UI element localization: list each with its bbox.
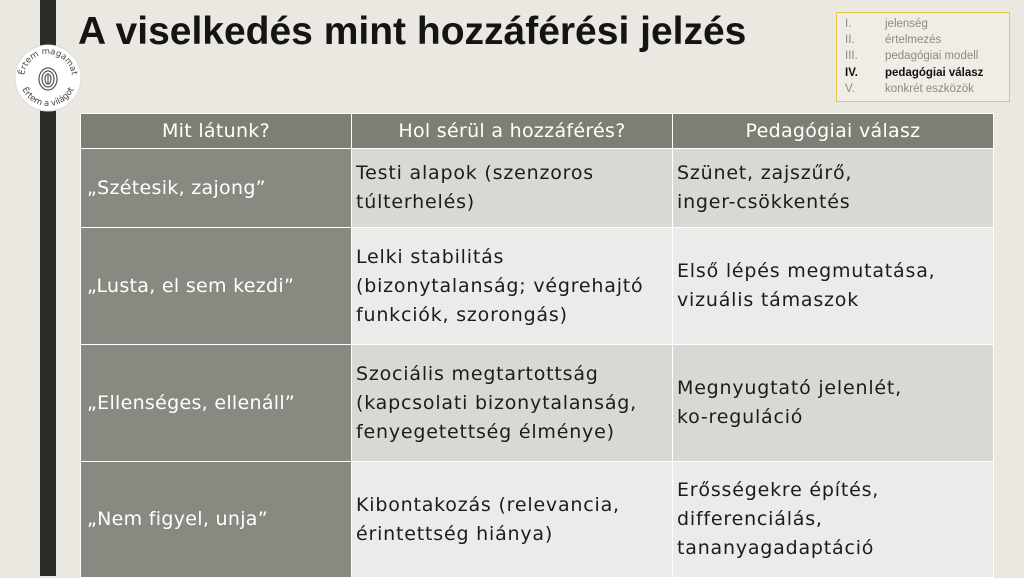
table-cell: Kibontakozás (relevancia, érintettség hiá… <box>351 461 673 578</box>
cell-line: érintettség hiánya) <box>356 522 554 545</box>
cell-line: (kapcsolati bizonytalanság, <box>356 391 637 414</box>
header-cell: Mit látunk? <box>80 113 352 149</box>
table-cell: Szociális megtartottság (kapcsolati bizon… <box>351 344 673 462</box>
table-header: Mit látunk? Hol sérül a hozzáférés? Pedagó… <box>80 113 994 149</box>
section-nav: I. jelenség II. értelmezés III. pedagógiai mo… <box>836 12 1010 102</box>
table-row: „Ellenséges, ellenáll” Szociális megtarto… <box>80 344 994 462</box>
fingerprint-icon <box>38 67 58 91</box>
cell-line: „Ellenséges, ellenáll” <box>87 391 296 414</box>
header-cell: Hol sérül a hozzáférés? <box>351 113 673 149</box>
table-body: „Szétesik, zajong” Testi alapok (szenzoro… <box>80 148 994 578</box>
table-cell: „Ellenséges, ellenáll” <box>80 344 352 462</box>
nav-numeral: IV. <box>845 66 859 79</box>
cell-line: vizuális támaszok <box>677 289 860 311</box>
table-cell: Lelki stabilitás (bizonytalanság; végreha… <box>351 227 673 345</box>
table-cell: Testi alapok (szenzoros túlterhelés) <box>351 148 673 228</box>
table-row: „Nem figyel, unja” Kibontakozás (relevanc… <box>80 461 994 578</box>
cell-line: „Nem figyel, unja” <box>87 508 268 530</box>
table-cell: „Nem figyel, unja” <box>80 461 352 578</box>
cell-line: „Szétesik, zajong” <box>87 176 266 199</box>
table-cell: „Szétesik, zajong” <box>80 148 352 228</box>
cell-line: fenyegetettség élménye) <box>356 420 615 443</box>
nav-numeral: V. <box>845 82 855 95</box>
table: Mit látunk? Hol sérül a hozzáférés? Pedagó… <box>80 113 994 578</box>
header-cell: Pedagógiai válasz <box>672 113 994 149</box>
nav-item: III. pedagógiai modell <box>845 50 1009 66</box>
nav-label: konkrét eszközök <box>885 82 974 95</box>
cell-line: inger-csökkentés <box>677 191 851 213</box>
cell-line: ko-reguláció <box>677 406 804 428</box>
nav-item: I. jelenség <box>845 18 1009 34</box>
cell-line: Első lépés megmutatása, <box>677 260 936 282</box>
side-bar <box>40 0 56 576</box>
table-cell: „Lusta, el sem kezdi” <box>80 227 352 345</box>
cell-line: Erősségekre építés, <box>677 479 880 501</box>
cell-line: (bizonytalanság; végrehajtó <box>356 274 644 297</box>
nav-item: II. értelmezés <box>845 34 1009 50</box>
cell-line: Szociális megtartottság <box>356 362 599 385</box>
cell-line: „Lusta, el sem kezdi” <box>87 274 295 297</box>
cell-line: Testi alapok (szenzoros <box>356 162 594 184</box>
nav-item: IV. pedagógiai válasz <box>845 67 1009 83</box>
nav-numeral: II. <box>845 34 855 47</box>
nav-item: V. konkrét eszközök <box>845 83 1009 99</box>
cell-line: Lelki stabilitás <box>356 245 505 268</box>
cell-line: Megnyugtató jelenlét, <box>677 377 902 399</box>
cell-line: differenciálás, <box>677 508 823 530</box>
table-row: „Szétesik, zajong” Testi alapok (szenzoro… <box>80 148 994 228</box>
table-row: „Lusta, el sem kezdi” Lelki stabilitás (bi… <box>80 227 994 345</box>
table-cell: Szünet, zajszűrő, inger-csökkentés <box>672 148 994 228</box>
cell-line: túlterhelés) <box>356 191 475 213</box>
logo: Értem magamat Értem a világot <box>14 44 82 112</box>
cell-line: tananyagadaptáció <box>677 537 875 559</box>
cell-line: Kibontakozás (relevancia, <box>356 493 620 516</box>
nav-label: értelmezés <box>885 34 942 47</box>
nav-numeral: III. <box>845 50 858 63</box>
nav-label: jelenség <box>885 18 928 30</box>
table-cell: Megnyugtató jelenlét, ko-reguláció <box>672 344 994 462</box>
nav-label: pedagógiai modell <box>885 50 979 63</box>
table-cell: Első lépés megmutatása, vizuális támaszok <box>672 227 994 345</box>
nav-label: pedagógiai válasz <box>885 66 984 79</box>
title: A viselkedés mint hozzáférési jelzés <box>78 10 747 53</box>
table-cell: Erősségekre építés, differenciálás, tanany… <box>672 461 994 578</box>
cell-line: Szünet, zajszűrő, <box>677 162 853 184</box>
nav-numeral: I. <box>845 18 852 30</box>
cell-line: funkciók, szorongás) <box>356 303 568 326</box>
